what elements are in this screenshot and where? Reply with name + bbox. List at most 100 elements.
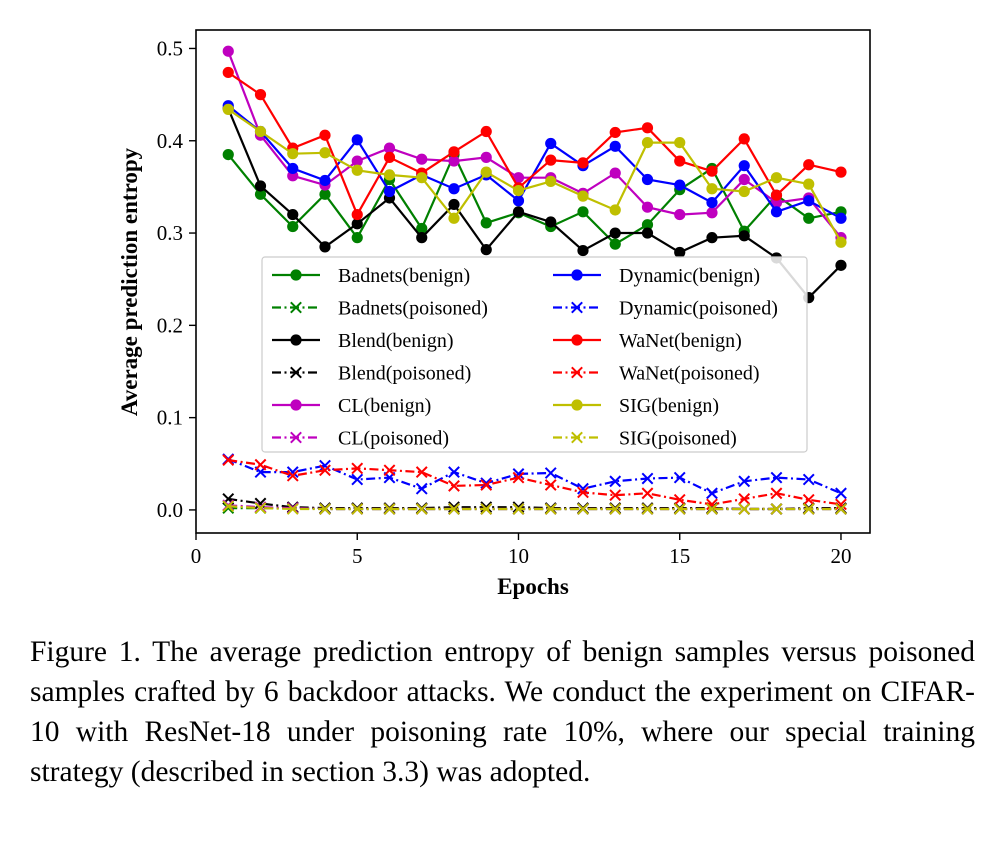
data-point	[222, 454, 235, 466]
legend-marker	[571, 269, 583, 281]
data-point	[351, 232, 363, 244]
data-point	[770, 471, 783, 484]
ticks-layer: 0 5 10 15 20 0.0 0.1 0.2 0.3 0.4 0.5	[157, 36, 852, 568]
data-point	[609, 140, 621, 152]
data-point	[287, 208, 299, 221]
data-point	[287, 162, 299, 175]
data-point	[319, 503, 331, 515]
data-point	[738, 492, 751, 505]
data-point	[545, 137, 557, 150]
data-point	[641, 122, 654, 134]
data-point	[222, 103, 234, 115]
data-point	[254, 458, 267, 471]
data-point	[319, 241, 331, 253]
data-point	[738, 173, 750, 186]
legend-entry: Blend(benign)	[272, 330, 454, 352]
x-axis-title: Epochs	[497, 574, 569, 599]
data-point	[577, 503, 589, 515]
legend-marker	[290, 431, 302, 444]
y-tick-label: 0.0	[157, 498, 183, 522]
legend-entry: Blend(poisoned)	[272, 363, 471, 385]
legend-label: Dynamic(poisoned)	[619, 298, 778, 320]
data-point	[835, 166, 847, 178]
data-point	[254, 497, 267, 510]
data-point	[351, 164, 363, 176]
series-line-cl-benign	[227, 50, 842, 239]
legend-entry: Dynamic(poisoned)	[553, 298, 778, 320]
legend-label: CL(poisoned)	[338, 428, 449, 450]
data-point	[641, 136, 654, 149]
data-point	[512, 206, 525, 218]
data-point	[674, 155, 686, 167]
data-point	[738, 185, 750, 198]
data-point	[512, 172, 525, 184]
data-point	[351, 208, 363, 221]
legend-entry: SIG(poisoned)	[553, 428, 737, 450]
data-point	[415, 466, 428, 478]
data-point	[480, 501, 493, 514]
data-point	[480, 477, 493, 490]
legend-entry: CL(poisoned)	[272, 428, 449, 450]
data-point	[416, 222, 428, 235]
legend-entry: Badnets(poisoned)	[272, 298, 488, 320]
data-point	[577, 190, 589, 202]
data-point	[448, 501, 460, 514]
data-point	[835, 498, 847, 511]
plot-frame	[195, 29, 871, 534]
data-point	[287, 148, 299, 160]
legend-label: SIG(poisoned)	[619, 428, 737, 450]
entropy-line-chart: 0 5 10 15 20 0.0 0.1 0.2 0.3 0.4 0.5 Epochs Averag…	[117, 29, 871, 599]
series-line-dynamic-poisoned	[227, 458, 842, 495]
data-point	[673, 471, 686, 484]
data-point	[738, 475, 751, 488]
data-point	[448, 212, 460, 224]
data-point	[286, 503, 299, 515]
y-tick-label: 0.1	[157, 406, 183, 430]
data-point	[706, 498, 718, 511]
series-dynamic-poisoned	[222, 453, 847, 500]
legend-label: Blend(benign)	[338, 330, 454, 352]
legend-label: Badnets(poisoned)	[338, 298, 488, 320]
data-point	[254, 180, 267, 192]
data-point	[416, 172, 428, 184]
data-point	[835, 259, 847, 271]
data-point	[448, 183, 460, 195]
legend: Badnets(benign) Badnets(poisoned) Blend(be…	[261, 256, 808, 453]
series-sig-benign	[222, 103, 847, 248]
data-point	[609, 503, 622, 515]
data-point	[480, 125, 492, 138]
data-point	[577, 486, 589, 499]
data-point	[835, 212, 847, 224]
data-point	[577, 157, 589, 169]
data-point	[674, 246, 686, 259]
data-point	[319, 464, 331, 477]
data-point	[383, 185, 396, 198]
data-point	[738, 230, 750, 242]
series-line-sig-poisoned	[228, 505, 841, 511]
data-point	[803, 195, 815, 207]
y-tick-label: 0.2	[157, 313, 183, 337]
data-point	[770, 189, 783, 201]
data-point	[770, 503, 783, 515]
legend-entry: WaNet(benign)	[553, 330, 742, 352]
legend-marker	[290, 301, 302, 314]
legend-marker	[571, 366, 583, 379]
data-point	[609, 238, 621, 250]
data-point	[802, 473, 815, 486]
legend-marker	[571, 301, 583, 314]
data-point	[480, 151, 492, 163]
data-point	[674, 179, 686, 191]
data-point	[448, 480, 460, 492]
legend-marker	[290, 269, 302, 281]
data-point	[480, 166, 492, 178]
data-point	[286, 469, 299, 482]
data-point	[254, 188, 267, 200]
legend-marker	[571, 399, 583, 411]
data-point	[383, 151, 396, 163]
data-point	[448, 503, 460, 515]
data-point	[609, 489, 622, 502]
data-point	[351, 134, 363, 146]
data-point	[512, 501, 525, 514]
data-point	[351, 503, 364, 515]
data-point	[544, 503, 557, 515]
